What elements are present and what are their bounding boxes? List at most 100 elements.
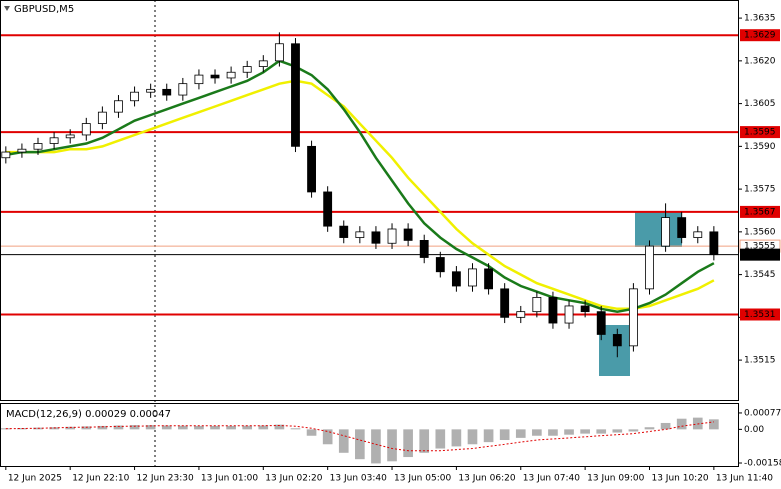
candle-body (564, 305, 574, 324)
candle-body (81, 123, 91, 136)
candle-body (419, 239, 429, 258)
macd-bar (322, 429, 333, 445)
price-label: 1.3531 (744, 310, 776, 320)
macd-bar (644, 427, 655, 430)
candle-body (580, 305, 590, 313)
candle-body (403, 228, 413, 241)
candle-body (210, 74, 220, 79)
x-tick-label: 13 Jun 03:40 (330, 474, 387, 484)
price-label: 1.3567 (744, 207, 776, 217)
macd-bar (274, 424, 285, 430)
y-tick-label: 1.3590 (744, 142, 776, 152)
y-tick-label: 1.3635 (744, 14, 776, 24)
macd-bar (532, 429, 542, 436)
macd-bar (483, 429, 494, 443)
candle-body (65, 134, 75, 139)
candle-body (178, 83, 188, 96)
candle-body (628, 288, 638, 347)
candle-body (532, 296, 542, 313)
price-label: 1.3629 (744, 31, 776, 41)
candle-body (677, 217, 687, 238)
x-tick-label: 13 Jun 02:20 (265, 474, 322, 484)
candle-body (435, 257, 445, 273)
candle-body (693, 231, 703, 238)
candle-body (339, 225, 349, 238)
macd-bar (371, 429, 381, 464)
candle-body (97, 111, 107, 124)
candle-body (162, 88, 172, 96)
candle-body (17, 148, 27, 153)
x-tick-label: 13 Jun 11:40 (716, 474, 773, 484)
x-tick-label: 13 Jun 07:40 (523, 474, 580, 484)
y-tick-label: 1.3515 (744, 356, 776, 366)
moving-average (5, 59, 715, 313)
candle-body (612, 334, 622, 347)
macd-bar (242, 425, 253, 430)
price-label-box (740, 29, 780, 42)
macd-bar (692, 417, 703, 430)
candle-body (194, 74, 204, 85)
candle-body (307, 145, 316, 193)
x-tick-label: 13 Jun 01:00 (201, 474, 258, 484)
macd-panel-frame (0, 403, 739, 467)
y-tick-label: 1.3620 (744, 56, 776, 66)
x-tick-label: 12 Jun 2025 (8, 474, 62, 484)
y-tick-label: -0.00158 (744, 459, 781, 469)
symbol-icon (4, 6, 10, 11)
macd-title: MACD(12,26,9) 0.00029 0.00047 (6, 409, 171, 420)
macd-bar (499, 429, 510, 441)
candle-body (709, 231, 719, 256)
candle-body (371, 231, 381, 244)
price-label: 1.3595 (744, 128, 776, 138)
candle-body (596, 311, 606, 335)
price-label-box (740, 308, 780, 321)
candle-body (548, 296, 558, 324)
candle-body (114, 100, 123, 113)
macd-bar (226, 425, 236, 430)
candle-body (323, 191, 333, 227)
macd-bar (419, 429, 430, 453)
x-tick-label: 13 Jun 06:20 (458, 474, 515, 484)
macd-bar (129, 425, 140, 430)
price-label: 1.3555 (744, 242, 776, 252)
macd-bar (709, 419, 719, 430)
macd-bar (113, 425, 124, 430)
chart-title: GBPUSD,M5 (14, 4, 74, 15)
y-tick-label: 0.00077 (744, 408, 781, 418)
candle-body (274, 43, 284, 62)
candle-body (645, 245, 654, 290)
macd-bar (564, 429, 574, 435)
macd-bar (178, 425, 188, 430)
candle-body (146, 88, 156, 93)
candle-body (33, 143, 43, 150)
macd-bar (612, 429, 623, 433)
macd-bar (596, 429, 607, 434)
macd-bar (676, 418, 687, 430)
candle-body (130, 91, 139, 102)
macd-bar (194, 425, 204, 430)
macd-bar (338, 429, 349, 453)
x-tick-label: 13 Jun 05:00 (394, 474, 451, 484)
candle-body (226, 71, 236, 79)
y-tick-label: 1.3605 (744, 99, 776, 109)
macd-bar (387, 429, 397, 462)
price-label-box (740, 205, 780, 218)
macd-bar (403, 429, 413, 458)
candle-body (291, 43, 300, 147)
macd-bar (451, 429, 462, 447)
x-tick-label: 13 Jun 10:20 (651, 474, 708, 484)
candle-body (1, 151, 11, 159)
candle-body (451, 271, 461, 287)
macd-bar (161, 425, 172, 430)
candle-body (355, 231, 365, 238)
macd-bar (580, 429, 590, 434)
macd-bar (355, 429, 365, 460)
moving-average (5, 79, 715, 311)
y-tick-label: 1.3575 (744, 185, 776, 195)
candle-body (484, 268, 494, 290)
macd-bar (515, 429, 526, 438)
price-label-box (740, 126, 780, 139)
price-label: 1.3552 (744, 250, 776, 260)
